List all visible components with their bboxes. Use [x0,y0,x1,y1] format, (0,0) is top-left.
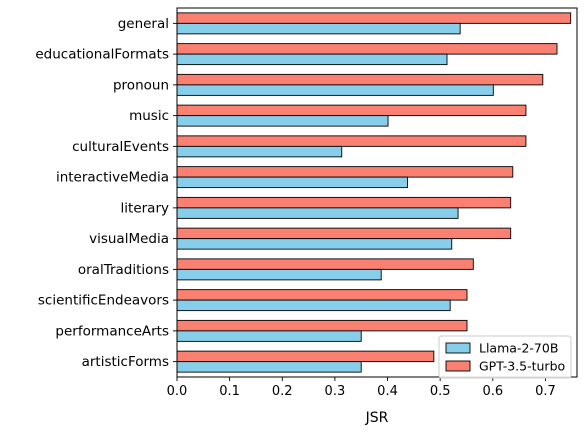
bar-llama-performanceArts [176,330,362,342]
y-tick-label-music: music [129,108,169,124]
bar-gpt-pronoun [176,73,544,86]
x-tick-label: 0.0 [167,384,188,399]
bar-llama-educationalFormats [176,53,448,66]
y-tick-label-culturalEvents: culturalEvents [72,139,169,155]
bar-gpt-music [176,104,527,117]
x-tick-label: 0.6 [482,384,503,399]
y-tick-label-scientificEndeavors: scientificEndeavors [38,293,169,309]
y-tick-label-general: general [118,16,169,32]
x-tick-label: 0.7 [535,384,556,399]
legend-label-llama: Llama-2-70B [479,341,558,356]
y-tick-label-educationalFormats: educationalFormats [35,47,169,63]
bar-gpt-literary [176,196,512,209]
y-tick-label-artisticForms: artisticForms [82,354,169,370]
legend-swatch-gpt [445,360,471,372]
y-tick-label-literary: literary [121,200,169,216]
x-tick-label: 0.4 [377,384,398,399]
plot-frame [176,7,578,378]
bar-gpt-visualMedia [176,227,512,240]
x-tick-label: 0.2 [272,384,293,399]
bar-llama-oralTraditions [176,268,382,281]
x-tick-label: 0.1 [219,384,240,399]
bar-gpt-oralTraditions [176,258,474,270]
x-axis-label: JSR [365,410,389,426]
y-tick-label-visualMedia: visualMedia [89,231,169,247]
bar-llama-pronoun [176,84,494,96]
legend-box [438,335,572,379]
y-axis: general educationalFormats pronoun music cul… [35,16,177,370]
legend-label-gpt: GPT-3.5-turbo [479,359,565,374]
bars-layer [176,12,572,373]
x-axis: 0.0 0.1 0.2 0.3 0.4 0.5 0.6 0.7 [167,377,556,399]
bar-llama-literary [176,207,459,219]
y-tick-label-interactiveMedia: interactiveMedia [56,170,169,186]
x-tick-label: 0.5 [430,384,451,399]
bar-llama-interactiveMedia [176,176,408,189]
bar-gpt-general [176,12,572,24]
bar-llama-culturalEvents [176,145,343,158]
y-tick-label-pronoun: pronoun [113,77,169,93]
x-tick-label: 0.3 [325,384,346,399]
y-tick-label-oralTraditions: oralTraditions [78,262,169,278]
bar-gpt-interactiveMedia [176,166,514,178]
bar-llama-artisticForms [176,361,362,373]
legend: Llama-2-70B GPT-3.5-turbo [438,335,572,379]
legend-swatch-llama [445,342,471,354]
bar-llama-scientificEndeavors [176,299,451,312]
bar-gpt-performanceArts [176,319,468,332]
bar-gpt-educationalFormats [176,43,558,55]
bar-gpt-artisticForms [176,350,435,363]
bar-llama-general [176,22,461,35]
y-tick-label-performanceArts: performanceArts [55,323,169,339]
bar-llama-music [176,115,389,127]
bar-llama-visualMedia [176,238,453,250]
bar-gpt-scientificEndeavors [176,289,468,301]
bar-gpt-culturalEvents [176,135,527,147]
